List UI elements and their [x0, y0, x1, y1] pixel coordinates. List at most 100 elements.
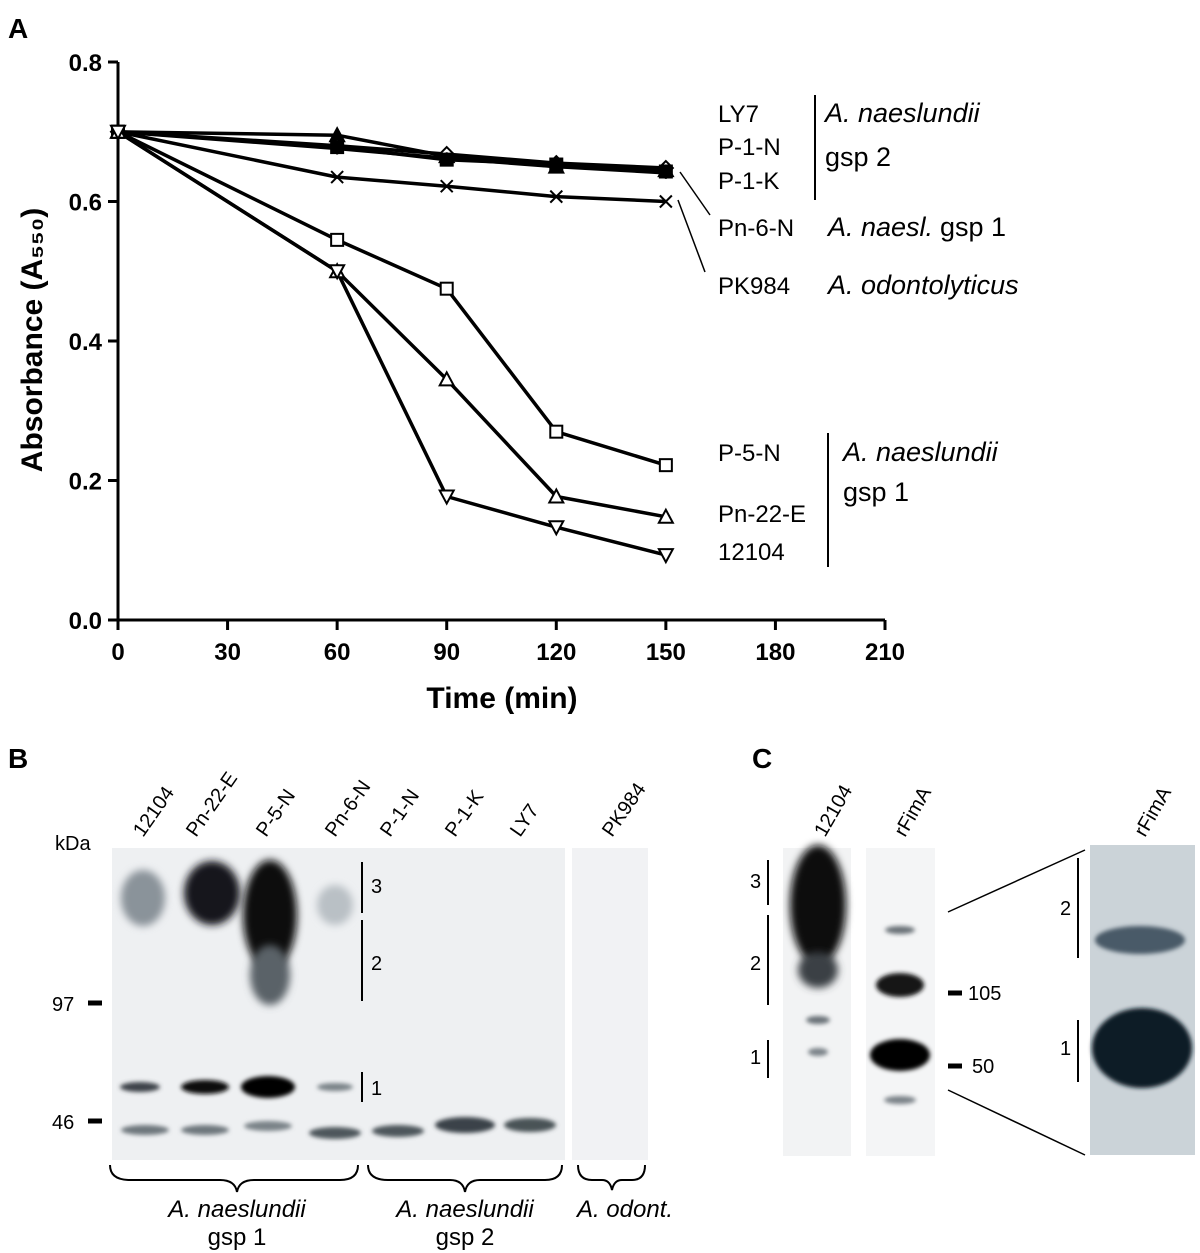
band [121, 870, 165, 926]
zoom-line [947, 1089, 1086, 1156]
band [884, 1096, 916, 1104]
y-axis-label: Absorbance (A₅₅₀) [16, 208, 49, 472]
x-tick-label: 0 [111, 639, 124, 666]
y-tick-label: 0.4 [69, 329, 103, 356]
panel-label: C [752, 743, 772, 774]
lane-label: P-1-N [376, 785, 424, 840]
lane-label: P-1-K [441, 786, 489, 841]
series-line [117, 130, 667, 175]
lane-label: P-5-N [252, 785, 300, 840]
marker [330, 170, 344, 184]
marker [439, 281, 454, 296]
lane-label: Pn-22-E [182, 768, 242, 841]
group-label: gsp 1 [208, 1224, 267, 1251]
group-brace [109, 1164, 359, 1193]
marker-label: 105 [968, 983, 1001, 1005]
marker [440, 179, 454, 193]
band [243, 860, 297, 970]
band-label: 2 [371, 953, 382, 975]
series-line [117, 130, 667, 519]
annotation: A. naeslundii [841, 437, 999, 467]
marker [438, 489, 456, 506]
lane-label: PK984 [598, 779, 650, 841]
band-label: 1 [1060, 1038, 1071, 1060]
lane-label: 12104 [129, 783, 179, 841]
marker [549, 189, 563, 204]
series-label: PK984 [718, 273, 790, 300]
marker-label: 46 [52, 1112, 74, 1134]
marker [438, 370, 456, 387]
series-line [117, 130, 667, 557]
x-tick-label: 150 [646, 639, 686, 666]
band-label: 1 [371, 1078, 382, 1100]
panel-c: C 3 2 1 105 50 12104 rFimA rFimA 2 1 [750, 743, 1195, 1156]
inset-gel [1090, 845, 1195, 1155]
band-label: 2 [1060, 898, 1071, 920]
marker [109, 124, 127, 141]
group-label: gsp 2 [436, 1224, 495, 1251]
annotation: A. naesl. [826, 212, 933, 242]
band [120, 1082, 160, 1092]
marker [658, 458, 673, 473]
panel-a: A Time (min) Absorbance (A₅₅₀) 0.0 0.2 0.4… [8, 13, 1019, 715]
series-label: 12104 [718, 539, 785, 566]
band [250, 945, 290, 1005]
band [317, 885, 353, 925]
band [504, 1118, 556, 1132]
band [309, 1127, 361, 1139]
y-tick-label: 0.8 [69, 50, 102, 77]
series-label: Pn-22-E [718, 501, 806, 528]
band [1095, 926, 1185, 954]
x-axis-label: Time (min) [426, 682, 577, 715]
band-label: 2 [750, 953, 761, 975]
marker [547, 520, 565, 537]
band [435, 1117, 495, 1133]
blot [866, 848, 935, 1156]
group-species: A. naeslundii [166, 1196, 306, 1223]
lane-label: LY7 [506, 800, 544, 841]
band [181, 1125, 229, 1135]
marker [549, 424, 564, 439]
band [317, 1083, 353, 1091]
marker [659, 194, 673, 209]
band [184, 861, 240, 925]
band [806, 1016, 830, 1024]
marker [550, 160, 563, 173]
marker [657, 507, 675, 524]
group-brace [367, 1164, 563, 1193]
y-tick-label: 0.2 [69, 469, 102, 496]
band [798, 952, 838, 988]
lane-label: 12104 [810, 781, 857, 840]
y-tick-label: 0.0 [69, 608, 102, 635]
band [808, 1048, 828, 1056]
connector [677, 199, 706, 273]
marker [440, 152, 453, 165]
x-tick-label: 90 [433, 639, 460, 666]
y-tick-label: 0.6 [69, 190, 102, 217]
band [885, 926, 915, 934]
annotation: A. odontolyticus [826, 270, 1019, 300]
band-label: 3 [750, 871, 761, 893]
marker [657, 548, 675, 565]
lane-label: Pn-6-N [321, 776, 375, 841]
band [870, 1039, 930, 1071]
marker [547, 487, 565, 504]
marker [328, 264, 346, 281]
x-tick-label: 30 [214, 639, 241, 666]
zoom-line [947, 849, 1086, 913]
marker [330, 232, 345, 247]
unit-label: kDa [55, 833, 91, 855]
x-tick-label: 180 [755, 639, 795, 666]
blot [572, 848, 648, 1160]
band [241, 1076, 295, 1098]
annotation: gsp 2 [825, 142, 891, 172]
band [372, 1125, 424, 1137]
band [790, 845, 846, 965]
x-tick-label: 60 [324, 639, 351, 666]
band-label: 1 [750, 1047, 761, 1069]
series-label: LY7 [718, 101, 759, 128]
band-label: 3 [371, 876, 382, 898]
marker [659, 166, 672, 179]
panel-b: B kDa 97 46 3 2 1 A. naeslundii gsp 1 [8, 743, 673, 1251]
